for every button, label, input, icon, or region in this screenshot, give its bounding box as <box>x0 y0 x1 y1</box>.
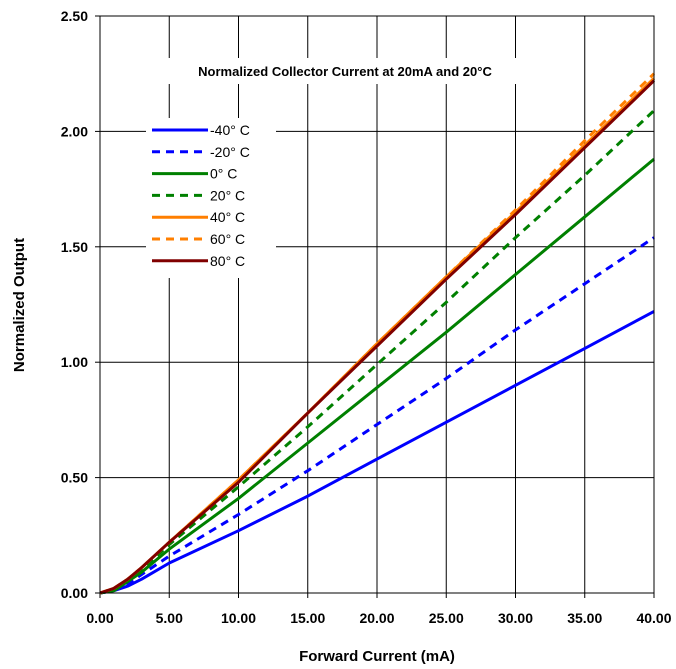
y-tick-label: 1.50 <box>61 239 88 255</box>
x-tick-label: 10.00 <box>221 610 256 626</box>
legend-label: 0° C <box>210 166 237 182</box>
x-axis-title: Forward Current (mA) <box>299 648 455 665</box>
x-tick-label: 5.00 <box>156 610 183 626</box>
legend-label: -40° C <box>210 122 250 138</box>
series-line-80c <box>99 79 656 595</box>
y-tick-labels: 0.00 0.50 1.00 1.50 2.00 2.50 <box>61 8 88 601</box>
y-tick-label: 2.50 <box>61 8 88 24</box>
y-tick-label: 0.00 <box>61 585 88 601</box>
x-tick-labels: 0.00 5.00 10.00 15.00 20.00 25.00 30.00 35.00 40… <box>86 610 671 626</box>
legend-label: 20° C <box>210 187 245 203</box>
x-tick-label: 20.00 <box>359 610 394 626</box>
legend-label: 40° C <box>210 209 245 225</box>
series-lines <box>99 72 656 595</box>
chart-title: Normalized Collector Current at 20mA and… <box>198 64 492 79</box>
title-background <box>128 58 562 84</box>
legend-background <box>146 118 276 278</box>
series-line-minus-20c <box>99 236 655 595</box>
legend-label: 80° C <box>210 253 245 269</box>
y-tick-label: 1.00 <box>61 354 88 370</box>
x-tick-label: 25.00 <box>429 610 464 626</box>
x-tick-label: 0.00 <box>86 610 113 626</box>
series-line-20c <box>99 109 656 595</box>
legend: -40° C -20° C 0° C 20° C 40° C 60° C 80° C <box>146 118 276 278</box>
y-tick-label: 2.00 <box>61 123 88 139</box>
series-line-minus-40c <box>99 310 655 595</box>
y-tick-label: 0.50 <box>61 470 88 486</box>
x-tick-label: 40.00 <box>636 610 671 626</box>
x-tick-label: 30.00 <box>498 610 533 626</box>
x-tick-label: 35.00 <box>567 610 602 626</box>
y-axis-title: Normalized Output <box>11 238 28 372</box>
series-line-0c <box>99 157 655 595</box>
legend-label: 60° C <box>210 231 245 247</box>
plot-border <box>99 15 655 594</box>
legend-label: -20° C <box>210 144 250 160</box>
x-tick-label: 15.00 <box>290 610 325 626</box>
